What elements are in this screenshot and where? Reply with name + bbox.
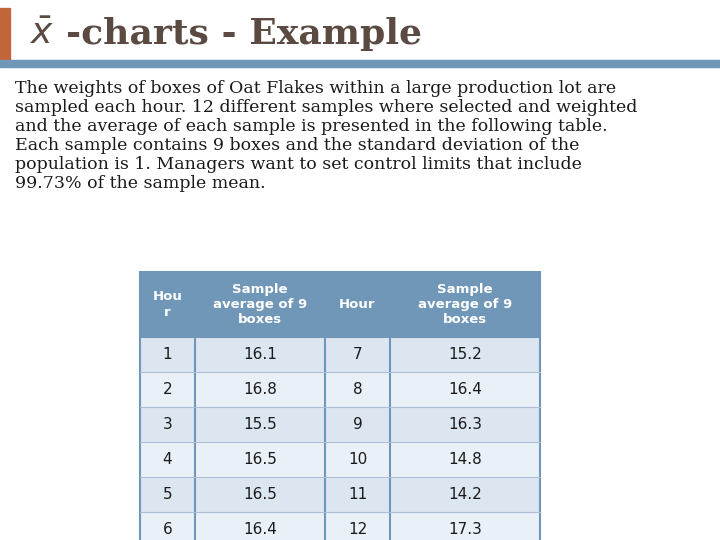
Text: 14.2: 14.2 <box>448 487 482 502</box>
Bar <box>325 477 390 512</box>
Text: 12: 12 <box>348 522 367 537</box>
Bar <box>325 337 390 372</box>
Bar <box>390 442 540 477</box>
Text: 9: 9 <box>353 417 362 432</box>
Text: 7: 7 <box>353 347 362 362</box>
Text: $\bar{x}$: $\bar{x}$ <box>30 17 55 51</box>
Text: 6: 6 <box>163 522 172 537</box>
Bar <box>195 272 325 337</box>
Bar <box>325 372 390 407</box>
Text: 1: 1 <box>163 347 172 362</box>
Text: sampled each hour. 12 different samples where selected and weighted: sampled each hour. 12 different samples … <box>15 99 637 116</box>
Text: and the average of each sample is presented in the following table.: and the average of each sample is presen… <box>15 118 608 135</box>
Bar <box>390 372 540 407</box>
Text: Hour: Hour <box>339 298 376 311</box>
Text: 99.73% of the sample mean.: 99.73% of the sample mean. <box>15 175 266 192</box>
Text: 16.3: 16.3 <box>448 417 482 432</box>
Bar <box>0 8 10 60</box>
Bar <box>325 407 390 442</box>
Bar <box>0 60 720 67</box>
Text: 11: 11 <box>348 487 367 502</box>
Text: 17.3: 17.3 <box>448 522 482 537</box>
Bar <box>140 477 195 512</box>
Bar <box>390 272 540 337</box>
Text: Sample
average of 9
boxes: Sample average of 9 boxes <box>418 283 512 326</box>
Text: 16.4: 16.4 <box>243 522 277 537</box>
Text: 4: 4 <box>163 452 172 467</box>
Text: Each sample contains 9 boxes and the standard deviation of the: Each sample contains 9 boxes and the sta… <box>15 137 580 154</box>
Bar <box>195 512 325 540</box>
Text: The weights of boxes of Oat Flakes within a large production lot are: The weights of boxes of Oat Flakes withi… <box>15 80 616 97</box>
Text: 16.5: 16.5 <box>243 487 277 502</box>
Text: 16.1: 16.1 <box>243 347 277 362</box>
Bar <box>195 372 325 407</box>
Text: 16.5: 16.5 <box>243 452 277 467</box>
Bar <box>140 442 195 477</box>
Bar <box>195 407 325 442</box>
Text: 5: 5 <box>163 487 172 502</box>
Bar <box>195 442 325 477</box>
Bar <box>390 407 540 442</box>
Bar <box>140 272 540 540</box>
Text: 10: 10 <box>348 452 367 467</box>
Bar <box>195 337 325 372</box>
Text: 8: 8 <box>353 382 362 397</box>
Text: 2: 2 <box>163 382 172 397</box>
Bar <box>390 337 540 372</box>
Bar <box>325 272 390 337</box>
Bar <box>325 442 390 477</box>
Text: -charts - Example: -charts - Example <box>66 17 422 51</box>
Bar <box>195 477 325 512</box>
Bar <box>390 477 540 512</box>
Text: Hou
r: Hou r <box>153 291 182 319</box>
Bar <box>140 337 195 372</box>
Text: 16.8: 16.8 <box>243 382 277 397</box>
Bar <box>140 372 195 407</box>
Text: 15.2: 15.2 <box>448 347 482 362</box>
Text: 16.4: 16.4 <box>448 382 482 397</box>
Bar <box>325 512 390 540</box>
Text: 14.8: 14.8 <box>448 452 482 467</box>
Text: Sample
average of 9
boxes: Sample average of 9 boxes <box>213 283 307 326</box>
Bar <box>140 272 195 337</box>
Bar <box>140 512 195 540</box>
Text: 3: 3 <box>163 417 172 432</box>
Bar <box>140 407 195 442</box>
Text: population is 1. Managers want to set control limits that include: population is 1. Managers want to set co… <box>15 156 582 173</box>
Text: 15.5: 15.5 <box>243 417 277 432</box>
Bar <box>390 512 540 540</box>
